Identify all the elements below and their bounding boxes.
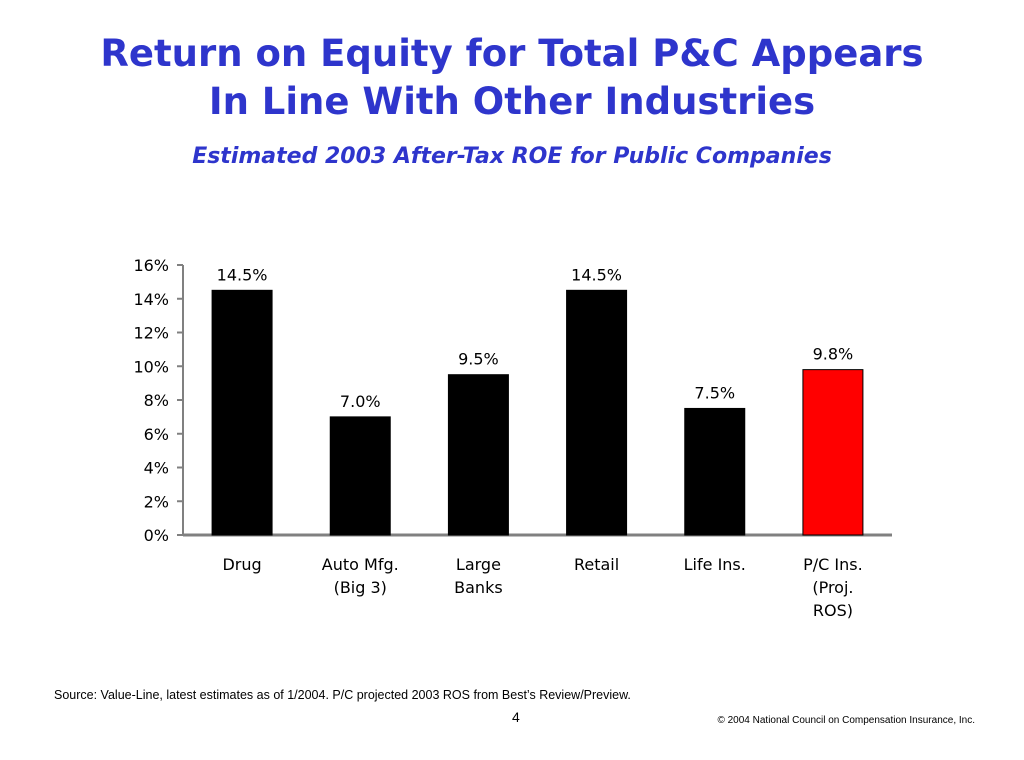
x-tick-label-line: Banks bbox=[454, 578, 503, 597]
data-label: 14.5% bbox=[217, 265, 268, 284]
x-tick-label: Auto Mfg. (Big 3) bbox=[322, 555, 399, 597]
bar bbox=[211, 289, 273, 536]
y-tick-label: 4% bbox=[144, 459, 169, 478]
y-tick-label: 0% bbox=[144, 526, 169, 545]
title-line-1: Return on Equity for Total P&C Appears bbox=[100, 32, 924, 75]
y-tick-label: 2% bbox=[144, 492, 169, 511]
bar bbox=[329, 416, 391, 536]
bar bbox=[566, 289, 628, 536]
page-number: 4 bbox=[512, 709, 520, 725]
data-label: 7.0% bbox=[340, 392, 381, 411]
x-tick-label-line: Life Ins. bbox=[684, 555, 746, 574]
y-tick-label: 8% bbox=[144, 391, 169, 410]
data-label: 7.5% bbox=[694, 383, 735, 402]
x-tick-label: Life Ins. bbox=[684, 555, 746, 574]
bar bbox=[684, 407, 746, 536]
chart-subtitle: Estimated 2003 After-Tax ROE for Public … bbox=[192, 144, 832, 169]
x-tick-label: Retail bbox=[574, 555, 619, 574]
x-tick-label-line: ROS) bbox=[813, 601, 853, 620]
x-tick-label-line: (Proj. bbox=[812, 578, 853, 597]
y-tick-label: 12% bbox=[133, 324, 169, 343]
bar bbox=[802, 369, 864, 536]
data-label: 9.8% bbox=[813, 345, 854, 364]
y-tick-label: 10% bbox=[133, 357, 169, 376]
x-tick-label-line: Auto Mfg. bbox=[322, 555, 399, 574]
bar bbox=[447, 374, 509, 536]
x-tick-label-line: Large bbox=[456, 555, 501, 574]
y-tick-label: 16% bbox=[133, 256, 169, 275]
x-tick-label: P/C Ins. (Proj. ROS) bbox=[803, 555, 863, 620]
x-tick-label-line: Retail bbox=[574, 555, 619, 574]
title-line-2: In Line With Other Industries bbox=[208, 80, 816, 123]
data-label: 9.5% bbox=[458, 350, 499, 369]
y-tick-label: 14% bbox=[133, 290, 169, 309]
data-label: 14.5% bbox=[571, 265, 622, 284]
x-tick-label-line: Drug bbox=[222, 555, 261, 574]
source-note: Source: Value-Line, latest estimates as … bbox=[54, 688, 631, 702]
x-tick-label: Large Banks bbox=[454, 555, 503, 597]
y-tick-label: 6% bbox=[144, 425, 169, 444]
slide-title: Return on Equity for Total P&C Appears I… bbox=[0, 30, 1024, 126]
x-tick-label-line: P/C Ins. bbox=[803, 555, 863, 574]
x-tick-label: Drug bbox=[222, 555, 261, 574]
copyright-notice: © 2004 National Council on Compensation … bbox=[717, 715, 975, 726]
x-tick-label-line: (Big 3) bbox=[334, 578, 387, 597]
